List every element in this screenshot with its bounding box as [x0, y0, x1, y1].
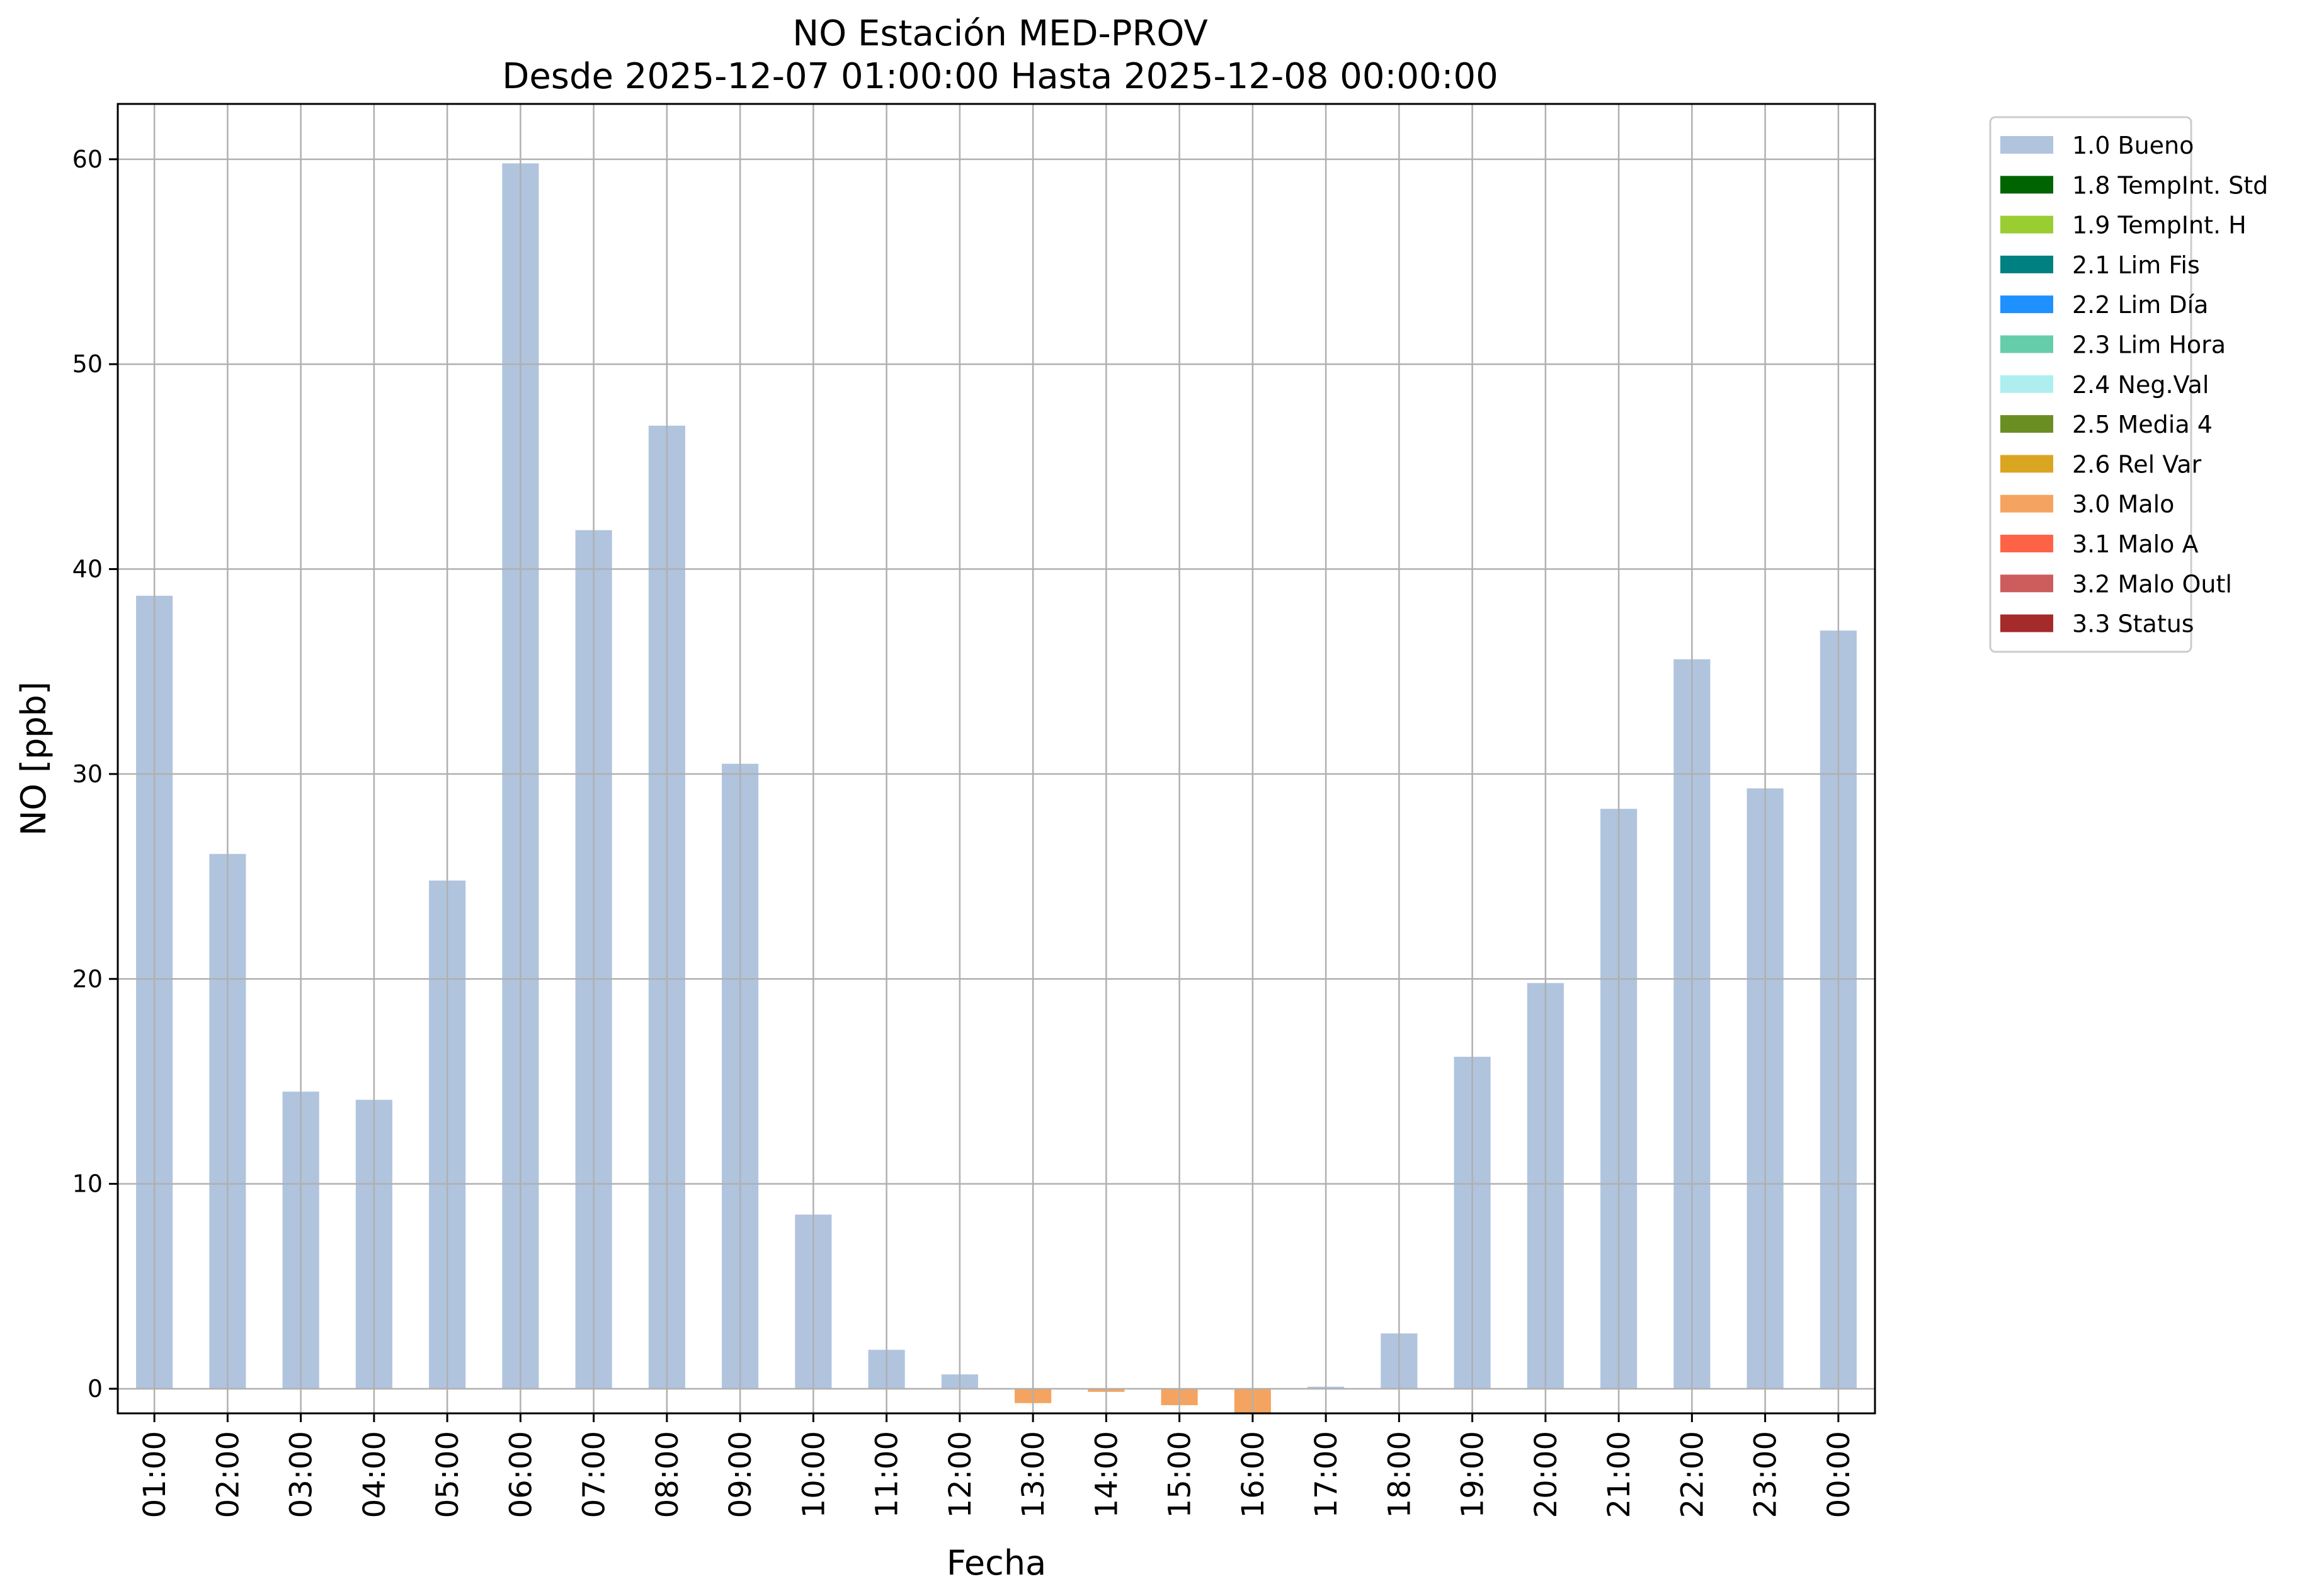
legend-swatch [2000, 455, 2053, 473]
y-tick-label: 20 [72, 965, 103, 993]
x-tick-label: 20:00 [1529, 1431, 1564, 1518]
legend-entry: 2.6 Rel Var [2072, 450, 2202, 478]
x-axis-ticks: 01:00 02:00 03:00 04:00 05:00 06:00 07:00 08:00… [137, 1413, 1857, 1518]
y-tick-label: 30 [72, 760, 103, 788]
x-tick-label: 21:00 [1602, 1431, 1637, 1518]
legend-swatch [2000, 255, 2053, 273]
legend-entry: 1.9 TempInt. H [2072, 212, 2247, 239]
plot-frame [117, 103, 1876, 1415]
x-tick-label: 00:00 [1821, 1431, 1857, 1518]
x-tick-label: 05:00 [430, 1431, 465, 1518]
legend-swatch [2000, 375, 2053, 393]
legend-entry: 3.1 Malo A [2072, 530, 2198, 558]
legend-entry: 1.8 TempInt. Std [2072, 171, 2268, 199]
legend-entry: 2.1 Lim Fis [2072, 251, 2200, 279]
legend-swatch [2000, 614, 2053, 632]
legend: 1.0 Bueno 1.8 TempInt. Std 1.9 TempInt. H 2… [1989, 116, 2268, 653]
x-tick-label: 02:00 [210, 1431, 246, 1518]
y-tick-label: 40 [72, 556, 103, 583]
chart-subtitle: Desde 2025-12-07 01:00:00 Hasta 2025-12-… [502, 56, 1498, 97]
x-tick-label: 11:00 [870, 1431, 905, 1518]
legend-box [1989, 116, 2192, 653]
x-tick-label: 19:00 [1456, 1431, 1491, 1518]
x-tick-label: 22:00 [1675, 1431, 1710, 1518]
x-tick-label: 14:00 [1089, 1431, 1124, 1518]
y-axis-label: NO [ppb] [14, 681, 54, 836]
legend-entry: 2.5 Media 4 [2072, 411, 2213, 438]
x-tick-label: 12:00 [943, 1431, 978, 1518]
x-tick-label: 08:00 [650, 1431, 685, 1518]
x-tick-label: 04:00 [357, 1431, 392, 1518]
x-tick-label: 23:00 [1748, 1431, 1784, 1518]
legend-entry: 2.3 Lim Hora [2072, 331, 2226, 359]
legend-swatch [2000, 415, 2053, 433]
x-tick-label: 03:00 [284, 1431, 319, 1518]
y-tick-label: 0 [88, 1375, 103, 1403]
y-tick-label: 50 [72, 350, 103, 378]
legend-swatch [2000, 215, 2053, 234]
bars [136, 163, 1857, 1413]
legend-entry: 3.0 Malo [2072, 491, 2174, 518]
x-tick-label: 18:00 [1382, 1431, 1417, 1518]
y-axis-ticks: 0 10 20 30 40 50 60 [72, 145, 118, 1403]
legend-entry: 3.2 Malo Outl [2072, 570, 2232, 598]
x-axis-label: Fecha [947, 1543, 1046, 1583]
x-tick-label: 15:00 [1163, 1431, 1198, 1518]
x-tick-label: 16:00 [1236, 1431, 1271, 1518]
legend-swatch [2000, 535, 2053, 552]
legend-entry: 3.3 Status [2072, 610, 2194, 638]
legend-swatch [2000, 136, 2053, 154]
y-tick-label: 10 [72, 1170, 103, 1198]
x-tick-label: 17:00 [1309, 1431, 1344, 1518]
x-tick-label: 09:00 [723, 1431, 758, 1518]
legend-entry: 2.4 Neg.Val [2072, 371, 2209, 399]
x-tick-label: 13:00 [1016, 1431, 1051, 1518]
grid [118, 104, 1875, 1413]
x-tick-label: 06:00 [503, 1431, 538, 1518]
legend-swatch [2000, 335, 2053, 353]
y-tick-label: 60 [72, 145, 103, 173]
legend-swatch [2000, 574, 2053, 593]
x-tick-label: 07:00 [577, 1431, 612, 1518]
legend-swatch [2000, 176, 2053, 194]
chart-title: NO Estación MED-PROV [792, 13, 1208, 54]
x-tick-label: 10:00 [796, 1431, 831, 1518]
legend-entry: 2.2 Lim Día [2072, 291, 2208, 319]
x-tick-label: 01:00 [137, 1431, 173, 1518]
legend-swatch [2000, 295, 2053, 314]
legend-swatch [2000, 494, 2053, 513]
legend-entry: 1.0 Bueno [2072, 132, 2194, 159]
